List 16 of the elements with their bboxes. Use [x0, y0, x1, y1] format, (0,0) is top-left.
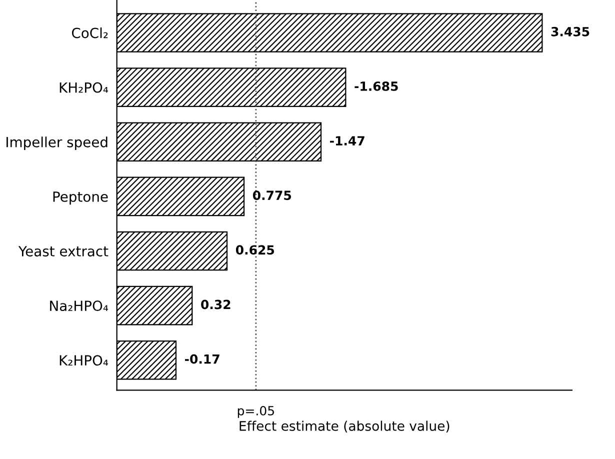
- annotation: 0.775: [252, 190, 292, 200]
- y-tick-label: K₂HPO₄: [60, 355, 108, 366]
- ref-line-label: p=.05: [238, 406, 274, 418]
- y-tick-label: Na₂HPO₄: [50, 300, 108, 312]
- y-tick-label: CoCl₂: [72, 27, 108, 38]
- y-tick-label: Impeller speed: [6, 136, 108, 150]
- annotation: -1.47: [330, 136, 364, 146]
- annotation: 0.625: [236, 245, 274, 255]
- x-axis-title: Effect estimate (absolute value): [240, 420, 450, 432]
- y-tick-label: Peptone: [53, 192, 108, 205]
- y-tick-label: Yeast extract: [18, 246, 108, 256]
- annotation: -0.17: [184, 354, 220, 364]
- annotation: 0.32: [201, 300, 230, 310]
- y-tick-label: KH₂PO₄: [60, 82, 108, 93]
- annotation: 3.435: [551, 26, 590, 36]
- annotation: -1.685: [354, 81, 398, 91]
